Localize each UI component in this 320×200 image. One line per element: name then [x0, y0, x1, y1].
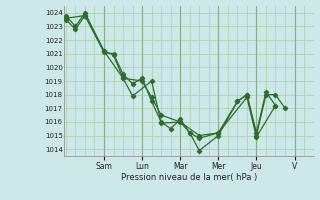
X-axis label: Pression niveau de la mer( hPa ): Pression niveau de la mer( hPa ) [121, 173, 257, 182]
